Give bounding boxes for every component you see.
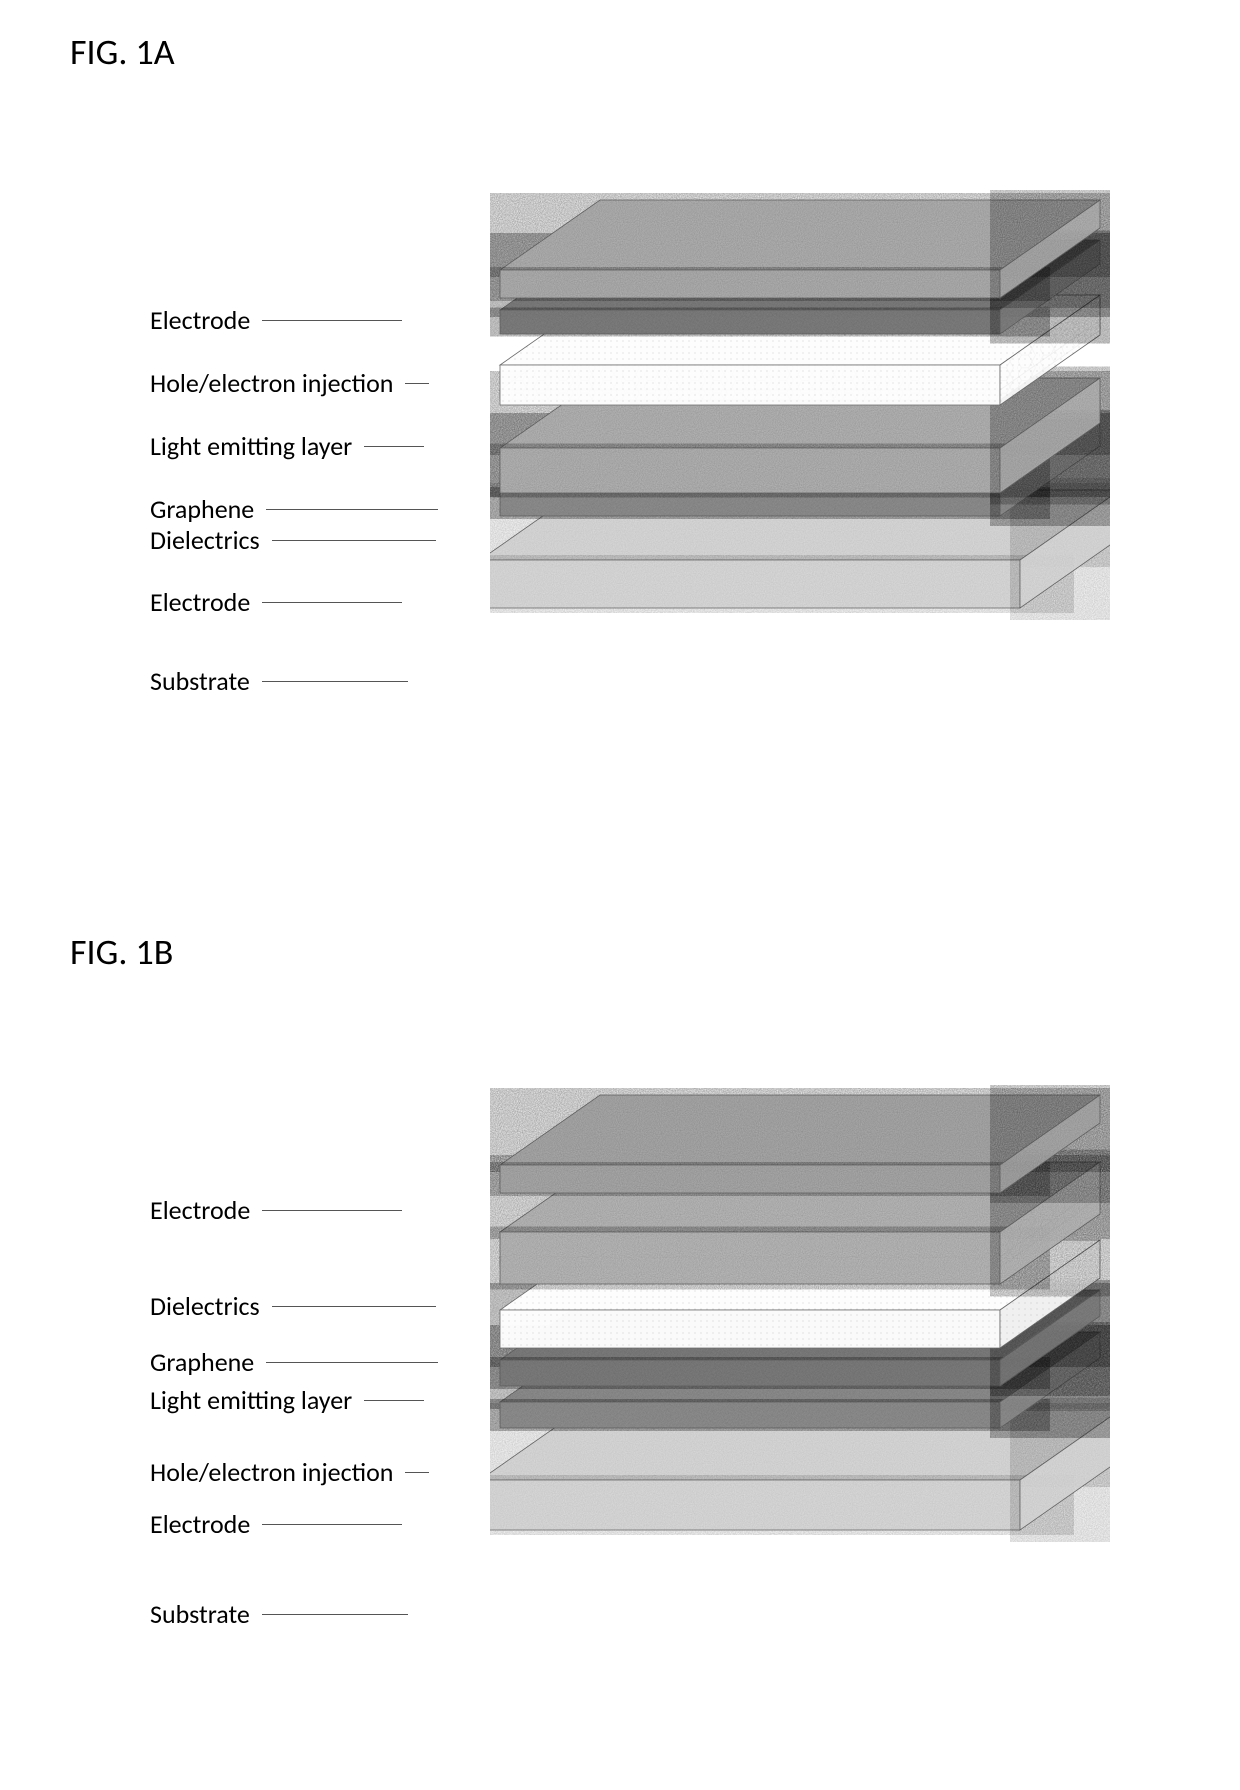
leader-injection <box>405 383 429 384</box>
label-emitting: Light emitting layer <box>150 430 424 462</box>
label-text-substrate: Substrate <box>150 1598 250 1630</box>
leader-electrode-top <box>262 320 402 321</box>
label-electrode-top: Electrode <box>150 1194 402 1226</box>
label-text-graphene: Graphene <box>150 493 254 525</box>
leader-graphene <box>266 1362 438 1363</box>
figure-a-title: FIG. 1A <box>70 30 175 74</box>
label-text-dielectrics: Dielectrics <box>150 524 260 556</box>
label-injection: Hole/electron injection <box>150 367 429 399</box>
label-text-substrate: Substrate <box>150 665 250 697</box>
layer-electrode-top <box>500 1095 1100 1193</box>
leader-graphene <box>266 509 438 510</box>
label-text-electrode-bot: Electrode <box>150 586 250 618</box>
label-text-injection: Hole/electron injection <box>150 367 393 399</box>
label-substrate: Substrate <box>150 1598 408 1630</box>
leader-electrode-bot <box>262 1524 402 1525</box>
label-dielectrics: Dielectrics <box>150 524 436 556</box>
label-text-electrode-bot: Electrode <box>150 1508 250 1540</box>
label-text-electrode-top: Electrode <box>150 1194 250 1226</box>
label-text-emitting: Light emitting layer <box>150 430 352 462</box>
layer-electrode-top <box>500 200 1100 298</box>
label-text-dielectrics: Dielectrics <box>150 1290 260 1322</box>
leader-electrode-bot <box>262 602 402 603</box>
leader-substrate <box>262 1614 408 1615</box>
label-text-injection: Hole/electron injection <box>150 1456 393 1488</box>
leader-substrate <box>262 681 408 682</box>
label-text-emitting: Light emitting layer <box>150 1384 352 1416</box>
label-electrode-bot: Electrode <box>150 586 402 618</box>
leader-emitting <box>364 446 424 447</box>
leader-injection <box>405 1472 429 1473</box>
label-emitting: Light emitting layer <box>150 1384 424 1416</box>
leader-electrode-top <box>262 1210 402 1211</box>
label-text-graphene: Graphene <box>150 1346 254 1378</box>
figure-a-diagram <box>490 190 1110 780</box>
label-dielectrics: Dielectrics <box>150 1290 436 1322</box>
label-graphene: Graphene <box>150 1346 438 1378</box>
label-electrode-bot: Electrode <box>150 1508 402 1540</box>
label-substrate: Substrate <box>150 665 408 697</box>
label-graphene: Graphene <box>150 493 438 525</box>
figure-b-diagram <box>490 1080 1110 1700</box>
label-injection: Hole/electron injection <box>150 1456 429 1488</box>
leader-dielectrics <box>272 540 436 541</box>
leader-emitting <box>364 1400 424 1401</box>
label-text-electrode-top: Electrode <box>150 304 250 336</box>
figure-b-title: FIG. 1B <box>70 930 173 974</box>
leader-dielectrics <box>272 1306 436 1307</box>
label-electrode-top: Electrode <box>150 304 402 336</box>
